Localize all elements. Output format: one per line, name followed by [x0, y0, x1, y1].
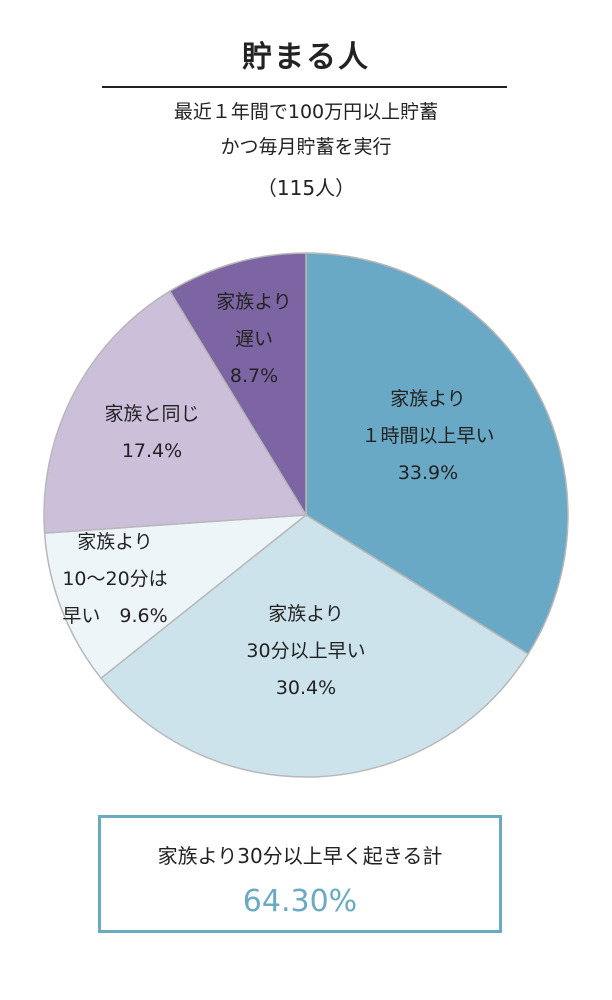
- pie-slice-3: [43, 290, 308, 534]
- subtitle-line-2: かつ毎月貯蓄を実行: [220, 136, 392, 158]
- chart-title: 貯まる人: [242, 40, 370, 75]
- pie-slice-1: [99, 514, 530, 778]
- pie-slice-4: [168, 252, 307, 518]
- subtitle-line-1: 最近１年間で100万円以上貯蓄: [173, 101, 439, 123]
- slice-label-3: 家族と同じ 17.4%: [104, 403, 199, 462]
- slice-label-1: 家族より 30分以上早い 30.4%: [246, 603, 365, 699]
- pie-slice-0: [305, 252, 569, 656]
- slice-label-4: 家族より遅い 8.7%: [216, 291, 292, 387]
- slice-label-0: 家族より１時間以上早い 33.9%: [361, 388, 494, 484]
- pie-slice-2: [43, 514, 309, 680]
- summary-value: 64.30%: [242, 884, 358, 919]
- slice-label-2: 家族より 10〜20分は早い 9.6%: [62, 531, 167, 627]
- summary-text: 家族より30分以上早く起きる計: [157, 844, 443, 868]
- sample-size: （115人）: [256, 176, 356, 200]
- summary-box: 家族より30分以上早く起きる計 64.30%: [98, 815, 502, 933]
- title-divider: [102, 86, 507, 88]
